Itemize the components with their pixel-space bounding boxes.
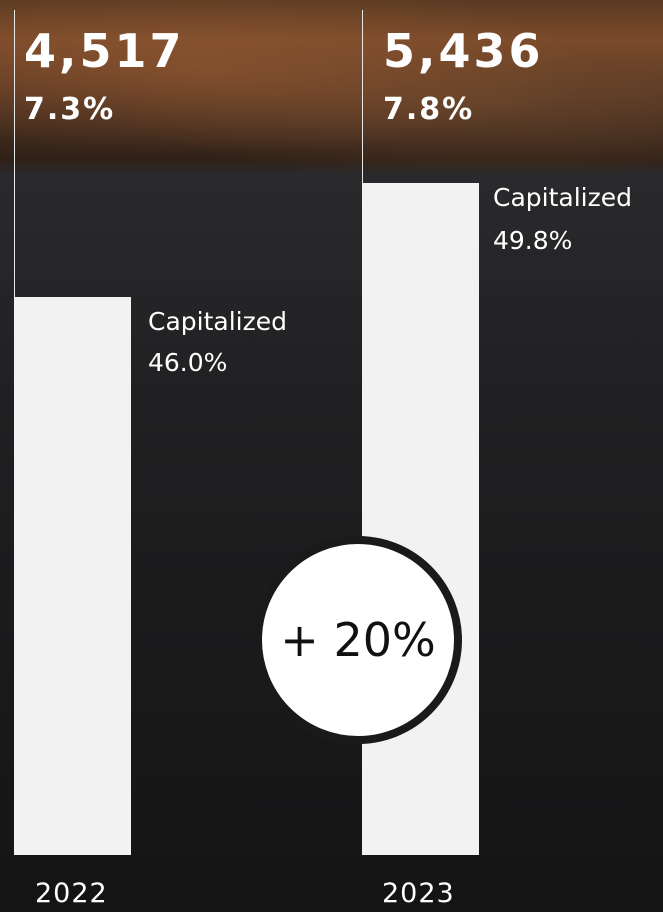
year-label: 2023 (382, 878, 455, 909)
share-value: 7.3% (24, 92, 116, 127)
bar (362, 183, 479, 855)
total-value: 5,436 (383, 24, 544, 78)
capitalized-value: 46.0% (148, 348, 228, 377)
year-label: 2022 (35, 878, 108, 909)
background-photo (0, 0, 663, 170)
total-value: 4,517 (24, 24, 185, 78)
capitalized-label: Capitalized (493, 183, 632, 212)
bar (14, 297, 131, 855)
share-value: 7.8% (383, 92, 475, 127)
capitalized-label: Capitalized (148, 307, 287, 336)
capitalized-value: 49.8% (493, 226, 573, 255)
growth-badge: + 20% (254, 536, 462, 744)
